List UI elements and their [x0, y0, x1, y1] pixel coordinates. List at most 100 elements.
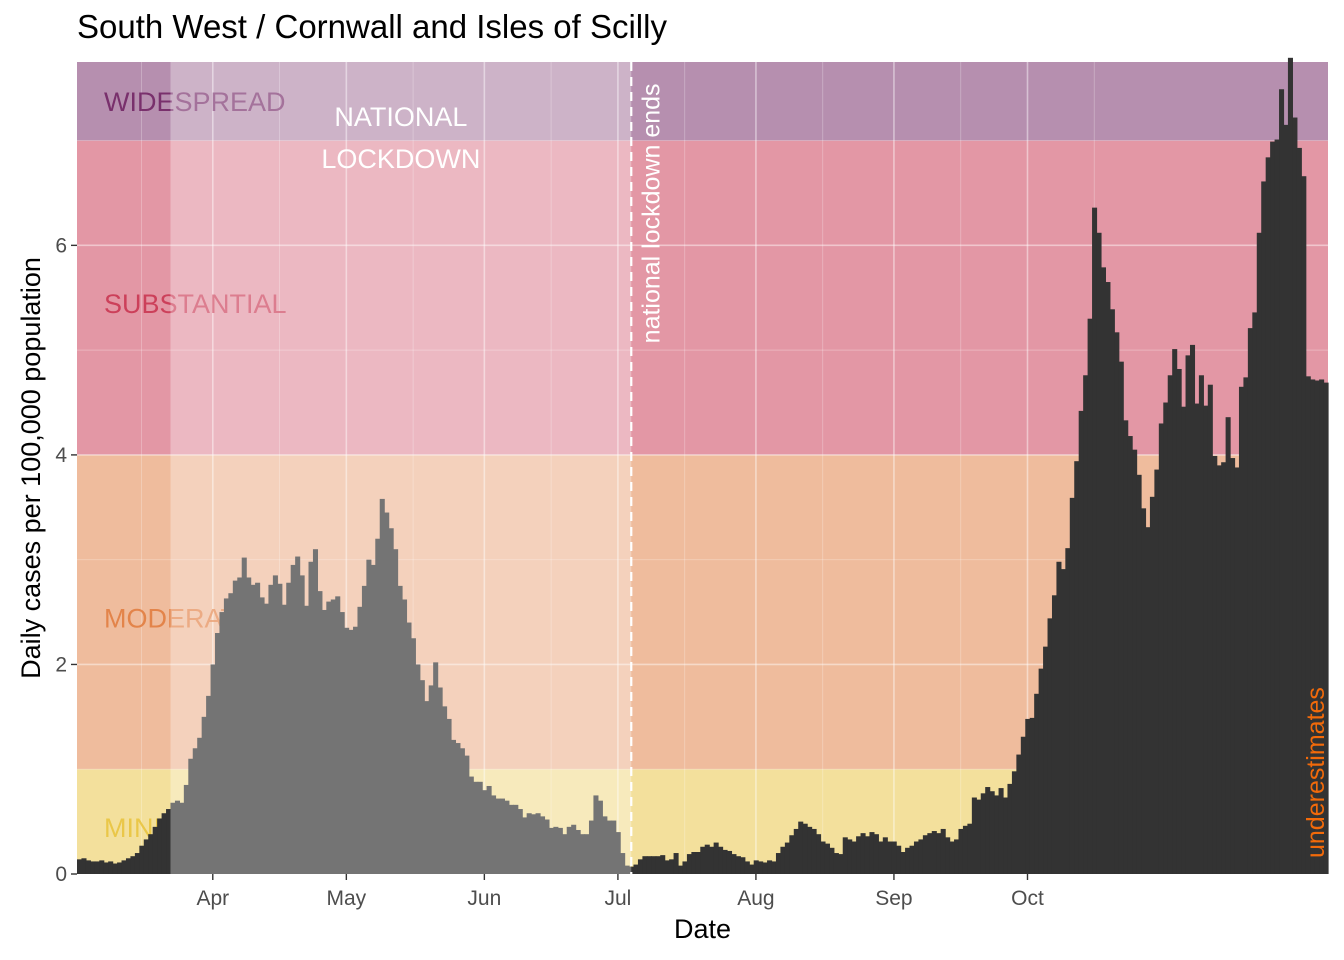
case-bar	[1279, 89, 1285, 875]
case-bar	[410, 638, 416, 874]
case-bar	[1221, 462, 1227, 874]
case-bar	[1003, 797, 1009, 874]
case-bar	[873, 834, 879, 874]
case-bar	[219, 612, 225, 874]
case-bar	[375, 538, 381, 874]
case-bar	[1296, 147, 1302, 874]
case-bar	[90, 861, 96, 874]
case-bar	[1065, 548, 1071, 874]
case-bar	[1265, 157, 1271, 875]
case-bar	[1230, 458, 1236, 874]
case-bar	[1167, 375, 1173, 874]
case-bar	[130, 856, 136, 874]
case-bar	[922, 835, 928, 874]
case-bar	[272, 575, 278, 874]
case-bar	[268, 584, 274, 874]
case-bar	[468, 776, 474, 874]
case-bar	[108, 861, 114, 874]
case-bar	[620, 853, 626, 874]
case-bar	[477, 781, 483, 874]
case-bar	[1096, 232, 1102, 875]
case-bar	[962, 825, 968, 874]
case-bar	[1025, 718, 1031, 874]
case-bar	[678, 865, 684, 874]
case-bar	[584, 834, 590, 874]
y-axis-title: Daily cases per 100,000 population	[16, 257, 46, 679]
case-bar	[980, 793, 986, 874]
case-bar	[593, 795, 599, 874]
case-bar	[94, 861, 100, 874]
case-bar	[393, 549, 399, 874]
y-tick-label: 4	[55, 444, 67, 467]
case-bar	[112, 863, 118, 874]
case-bar	[540, 816, 546, 874]
case-bar	[250, 584, 256, 874]
case-bar	[1238, 386, 1245, 874]
case-bar	[526, 813, 532, 874]
case-bar	[139, 845, 145, 874]
case-bar	[1252, 312, 1258, 875]
case-bar	[152, 826, 158, 874]
case-bar	[1043, 646, 1049, 874]
case-bar	[384, 512, 390, 874]
case-bar	[807, 826, 813, 874]
case-bar	[121, 860, 127, 874]
case-bar	[967, 823, 973, 874]
case-bar	[1198, 375, 1204, 874]
case-bar	[1034, 693, 1040, 874]
case-bar	[905, 847, 911, 874]
case-bar	[562, 834, 568, 874]
case-bar	[1100, 267, 1107, 874]
case-bar	[1020, 736, 1026, 874]
case-bar	[660, 855, 666, 874]
case-bar	[206, 695, 212, 874]
case-bar	[424, 701, 430, 874]
case-bar	[793, 828, 799, 874]
case-bar	[183, 784, 189, 874]
case-bar	[700, 846, 706, 874]
case-bar	[223, 598, 229, 874]
case-bar	[1141, 508, 1147, 874]
case-bar	[682, 861, 688, 874]
case-bar	[344, 627, 350, 874]
case-bar	[686, 854, 692, 874]
case-bar	[811, 828, 817, 874]
case-bar	[290, 564, 296, 874]
case-bar	[824, 843, 830, 874]
case-bar	[1225, 417, 1231, 874]
x-tick-label: Aug	[737, 887, 774, 910]
case-bar	[780, 846, 786, 874]
case-bar	[85, 860, 91, 874]
case-bar	[1319, 379, 1325, 874]
case-bar	[1270, 141, 1276, 874]
case-bar	[1092, 207, 1098, 875]
case-bar	[241, 557, 247, 874]
lockdown-label: NATIONAL	[334, 102, 467, 132]
x-axis-title: Date	[674, 914, 731, 944]
case-bar	[433, 662, 439, 874]
case-bar	[1261, 181, 1267, 875]
case-bar	[103, 862, 109, 874]
case-bar	[125, 858, 132, 874]
case-bar	[816, 834, 822, 874]
case-bar	[166, 809, 172, 874]
case-bar	[842, 837, 848, 874]
case-bar	[1181, 406, 1187, 874]
case-bar	[744, 861, 750, 874]
case-bar	[1203, 405, 1209, 874]
case-bar	[896, 845, 902, 874]
case-bar	[406, 622, 412, 874]
case-bar	[566, 826, 572, 874]
case-bar	[611, 820, 617, 874]
case-bar	[971, 797, 977, 874]
case-bar	[936, 833, 942, 874]
case-bar	[1292, 117, 1298, 874]
band-label-widespread: WIDESPREAD	[104, 87, 286, 117]
lockdown-shading	[170, 62, 632, 874]
x-tick-label: Jun	[467, 887, 501, 910]
case-bar	[869, 832, 875, 874]
case-bar	[1301, 176, 1307, 875]
case-bar	[237, 577, 243, 874]
case-bar	[1149, 496, 1155, 874]
